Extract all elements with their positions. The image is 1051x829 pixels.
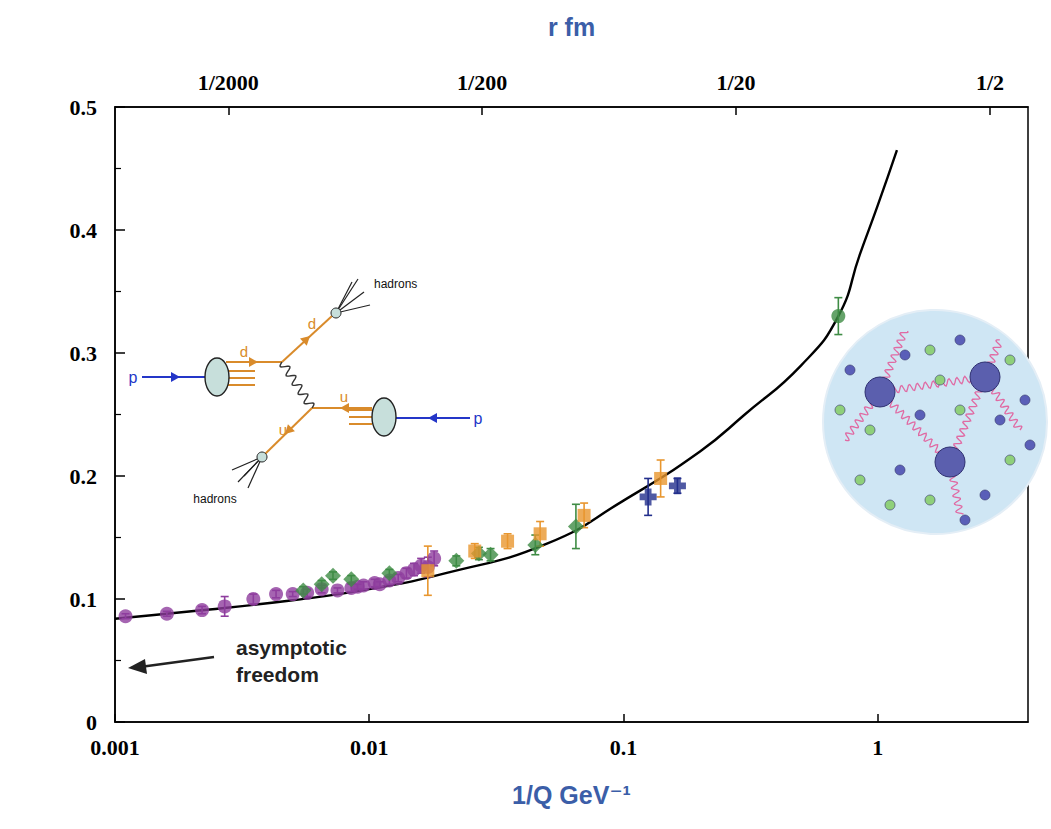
- svg-text:0.5: 0.5: [70, 95, 98, 120]
- svg-text:hadrons: hadrons: [374, 277, 417, 291]
- svg-text:0.4: 0.4: [70, 218, 98, 243]
- svg-text:hadrons: hadrons: [193, 492, 236, 506]
- svg-text:1/2000: 1/2000: [198, 70, 259, 95]
- svg-text:p: p: [474, 410, 483, 427]
- svg-text:d: d: [308, 315, 316, 332]
- svg-text:0.3: 0.3: [70, 341, 98, 366]
- svg-text:d: d: [240, 343, 248, 360]
- svg-text:r fm: r fm: [548, 13, 595, 41]
- svg-text:0: 0: [86, 710, 97, 735]
- svg-text:1/200: 1/200: [457, 70, 507, 95]
- svg-text:0.01: 0.01: [350, 735, 389, 760]
- svg-text:1/2: 1/2: [976, 70, 1004, 95]
- svg-text:asymptotic: asymptotic: [236, 636, 347, 659]
- svg-text:u: u: [279, 421, 287, 438]
- svg-text:1/20: 1/20: [716, 70, 755, 95]
- svg-text:freedom: freedom: [236, 663, 319, 686]
- svg-text:1: 1: [872, 735, 883, 760]
- svg-text:0.001: 0.001: [90, 735, 140, 760]
- svg-text:0.1: 0.1: [610, 735, 638, 760]
- svg-text:p: p: [129, 369, 138, 386]
- svg-text:0.1: 0.1: [70, 587, 98, 612]
- svg-text:u: u: [340, 388, 348, 405]
- svg-text:0.2: 0.2: [70, 464, 98, 489]
- svg-text:1/Q GeV⁻¹: 1/Q GeV⁻¹: [512, 781, 631, 809]
